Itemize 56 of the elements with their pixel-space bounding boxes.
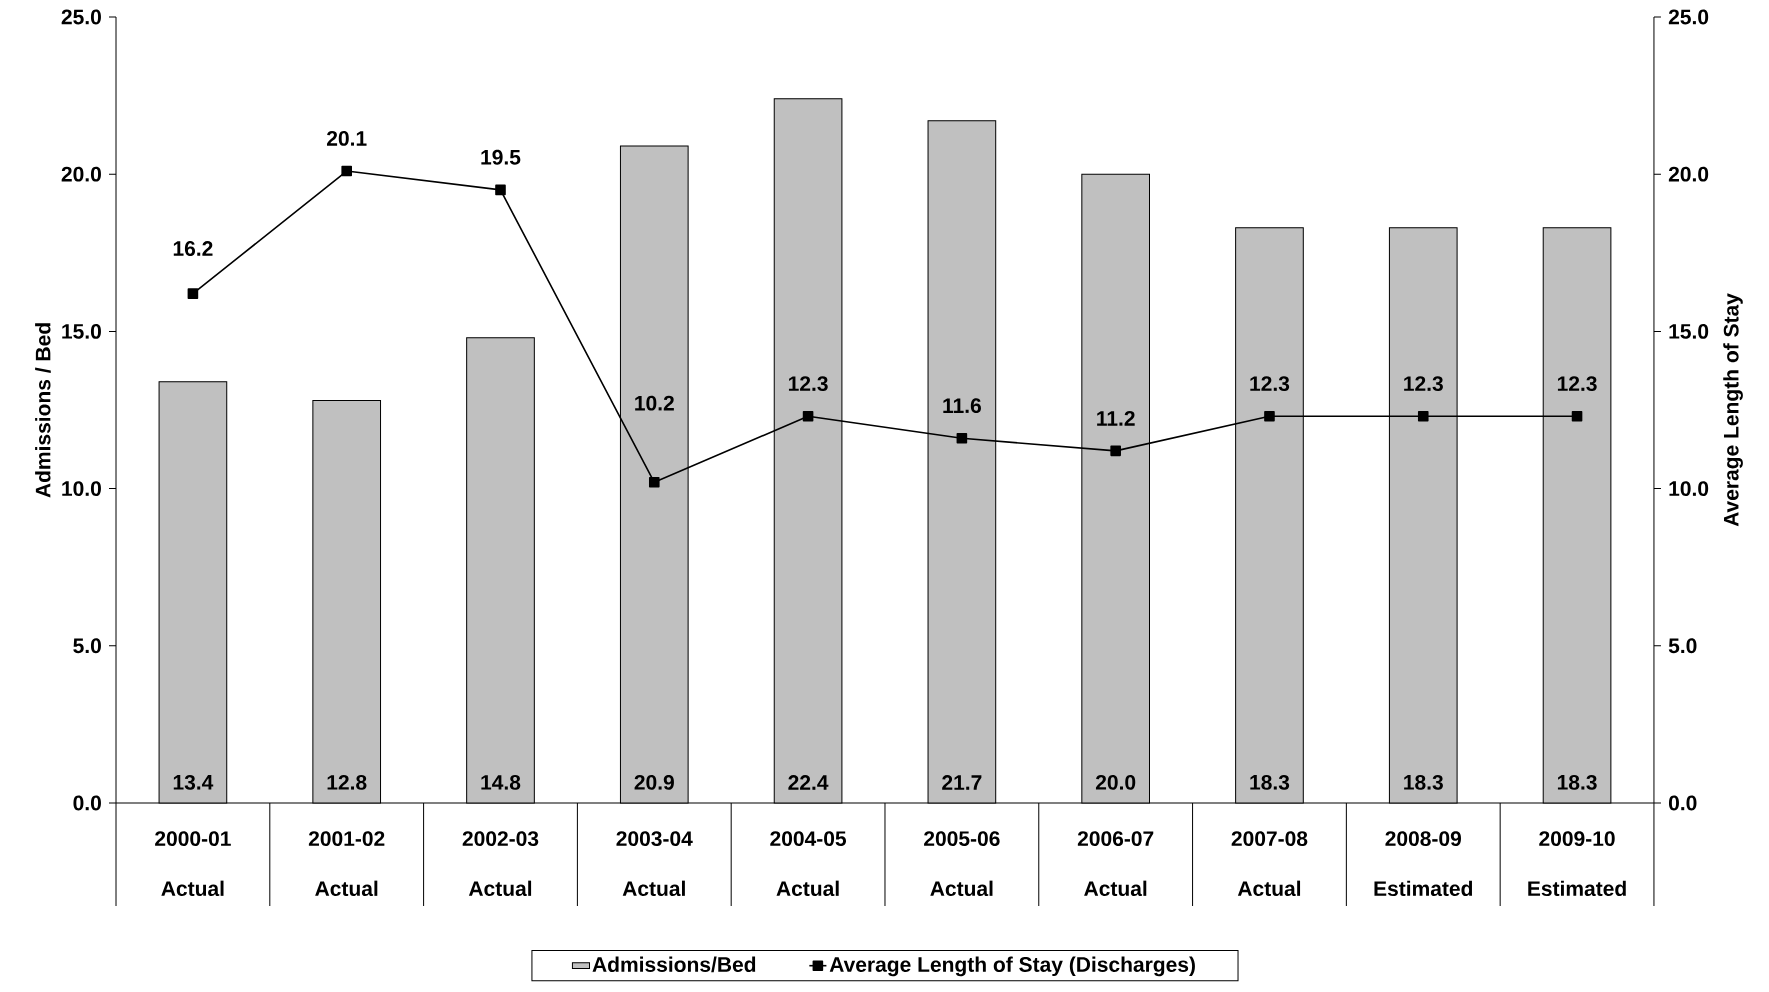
- point: [495, 184, 506, 196]
- y-tick-label: 20.0: [61, 166, 101, 182]
- data-label: 20.9: [634, 774, 674, 790]
- category-label: 2002-03 Actual: [462, 831, 539, 897]
- data-label: 20.0: [1095, 774, 1136, 790]
- point: [341, 165, 352, 177]
- data-label: 12.3: [1250, 376, 1290, 392]
- category-label: 2007-08 Actual: [1231, 831, 1308, 897]
- data-label: 12.3: [1557, 376, 1597, 392]
- point: [1264, 410, 1275, 422]
- y2-tick-label: 25.0: [1668, 9, 1709, 25]
- data-label: 13.4: [173, 774, 214, 790]
- y-tick-label: 0.0: [73, 795, 101, 811]
- category-label: 2004-05 Actual: [770, 831, 847, 897]
- data-label: 14.8: [481, 774, 521, 790]
- data-label: 10.2: [635, 395, 674, 411]
- y2-tick-label: 10.0: [1669, 481, 1709, 497]
- data-label: 21.7: [942, 775, 982, 790]
- y-tick-label: 15.0: [62, 323, 101, 339]
- point: [956, 432, 968, 444]
- point: [648, 477, 660, 488]
- point: [802, 410, 814, 422]
- category-label: 2008-09 Estimated: [1374, 831, 1473, 897]
- category-label: 2006-07 Actual: [1077, 831, 1154, 897]
- data-label: 16.2: [173, 241, 213, 256]
- category-label: 2000-01 Actual: [155, 831, 231, 897]
- data-label: 19.5: [481, 149, 521, 165]
- data-label: 12.3: [788, 376, 828, 392]
- legend-label: Average Length of Stay (Discharges): [829, 956, 1195, 977]
- data-label: 12.3: [1404, 376, 1443, 392]
- category-label: 2009-10 Estimated: [1528, 831, 1626, 897]
- data-label: 18.3: [1404, 774, 1443, 790]
- y-axis-title: Admissions / Bed: [35, 323, 51, 498]
- y2-tick-label: 0.0: [1668, 795, 1697, 811]
- data-label: 20.1: [326, 130, 367, 146]
- data-label: 18.3: [1557, 774, 1597, 790]
- y2-tick-label: 20.0: [1668, 166, 1709, 182]
- data-label: 18.3: [1250, 774, 1290, 790]
- y2-axis-title: Average Length of Stay: [1723, 293, 1743, 527]
- y-tick-label: 10.0: [62, 481, 101, 497]
- data-label: 22.4: [788, 775, 829, 790]
- point: [187, 288, 199, 299]
- data-label: 11.2: [1097, 411, 1135, 426]
- y-tick-label: 25.0: [61, 9, 101, 25]
- point: [1110, 445, 1121, 457]
- category-label: 2003-04 Actual: [616, 831, 693, 897]
- category-label: 2005-06 Actual: [924, 831, 1000, 897]
- y2-tick-label: 15.0: [1669, 323, 1709, 339]
- point: [1417, 410, 1429, 422]
- point: [1571, 410, 1583, 422]
- data-label: 11.6: [943, 398, 981, 414]
- data-label: 12.8: [327, 774, 367, 790]
- y2-tick-label: 5.0: [1668, 638, 1697, 654]
- category-label: 2001-02 Actual: [308, 831, 385, 897]
- legend-label: Admissions/Bed: [592, 956, 756, 973]
- y-tick-label: 5.0: [73, 638, 101, 654]
